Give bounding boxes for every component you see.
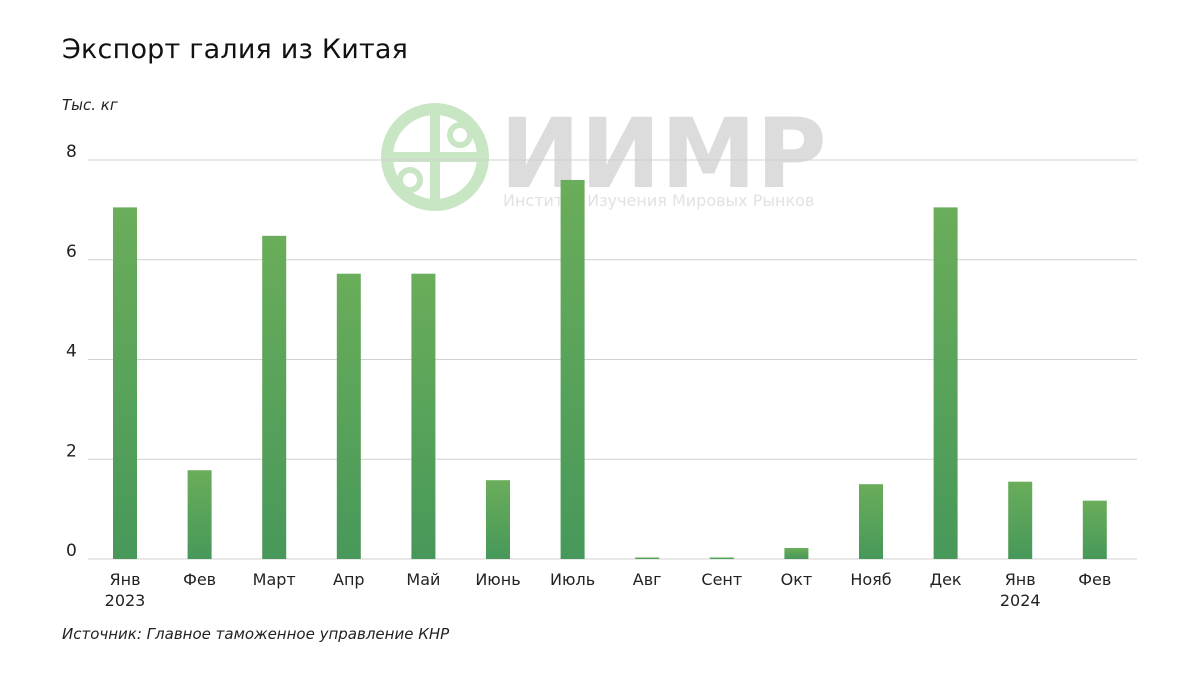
bar-6 [560,179,585,559]
y-axis-unit-label: Тыс. кг [62,96,118,114]
y-tick-label: 2 [66,441,77,461]
x-tick-label: Сент [701,570,742,589]
y-tick-label: 8 [66,142,77,162]
watermark: ИИМР Институт Изучения Мировых Рынков [381,98,827,211]
chart-title: Экспорт галия из Китая [62,34,409,65]
source-note: Источник: Главное таможенное управление … [62,625,450,643]
x-tick-label: Янв [1005,570,1036,589]
watermark-subtitle: Институт Изучения Мировых Рынков [503,191,814,210]
bar-1 [187,470,212,559]
y-tick-label: 0 [66,541,77,561]
bar-11 [933,207,958,559]
globe-icon [381,103,489,211]
x-tick-label: Апр [333,570,365,589]
bar-10 [859,484,883,559]
y-tick-label: 6 [66,242,77,262]
bar-8 [709,557,734,559]
x-tick-label: Июнь [475,570,520,589]
x-tick-label: Янв [109,570,140,589]
x-tick-label: Окт [781,570,813,589]
x-tick-label: Фев [1078,570,1111,589]
bar-7 [635,557,660,559]
x-tick-label: Дек [930,570,962,589]
bar-5 [486,480,510,559]
x-year-label: 2024 [1000,591,1041,610]
bar-4 [411,273,436,559]
x-tick-label: Авг [633,570,662,589]
watermark-name: ИИМР [500,98,827,210]
x-tick-label: Май [406,570,440,589]
x-tick-label: Нояб [850,570,891,589]
bar-2 [262,235,287,559]
bar-9 [784,548,809,559]
x-tick-label: Фев [183,570,216,589]
bar-3 [336,273,361,559]
x-tick-label: Март [253,570,296,589]
x-year-label: 2023 [105,591,146,610]
y-tick-label: 4 [66,342,77,362]
x-tick-label: Июль [550,570,595,589]
bar-12 [1008,481,1033,559]
bar-0 [113,207,137,559]
bar-13 [1082,500,1107,559]
